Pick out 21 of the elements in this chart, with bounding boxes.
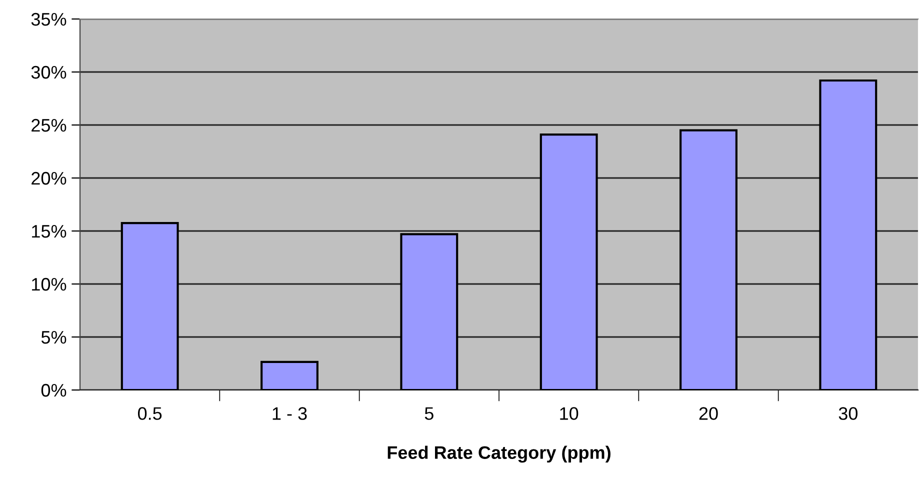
x-tick-label: 1 - 3	[272, 407, 307, 420]
y-tick-label: 25%	[32, 118, 66, 132]
x-tick-label: 20	[699, 407, 718, 420]
x-tick-label: 0.5	[138, 407, 162, 420]
bar	[120, 222, 179, 390]
y-tick-label: 20%	[32, 172, 66, 185]
x-axis-title: Feed Rate Category (ppm)	[388, 446, 610, 463]
bar	[400, 233, 458, 390]
y-tick-label: 0%	[41, 384, 66, 397]
y-tick-label: 5%	[41, 331, 66, 344]
x-tick-label: 10	[560, 407, 578, 420]
bar	[260, 360, 318, 390]
bar	[819, 79, 878, 390]
y-tick-label: 30%	[31, 66, 66, 79]
x-tick-label: 30	[838, 407, 858, 420]
y-tick-label: 35%	[31, 12, 66, 26]
bar	[540, 133, 598, 390]
y-tick-label: 10%	[32, 278, 66, 291]
bar	[680, 129, 738, 390]
x-tick-label: 5	[424, 407, 434, 420]
y-tick-label: 15%	[32, 225, 66, 238]
